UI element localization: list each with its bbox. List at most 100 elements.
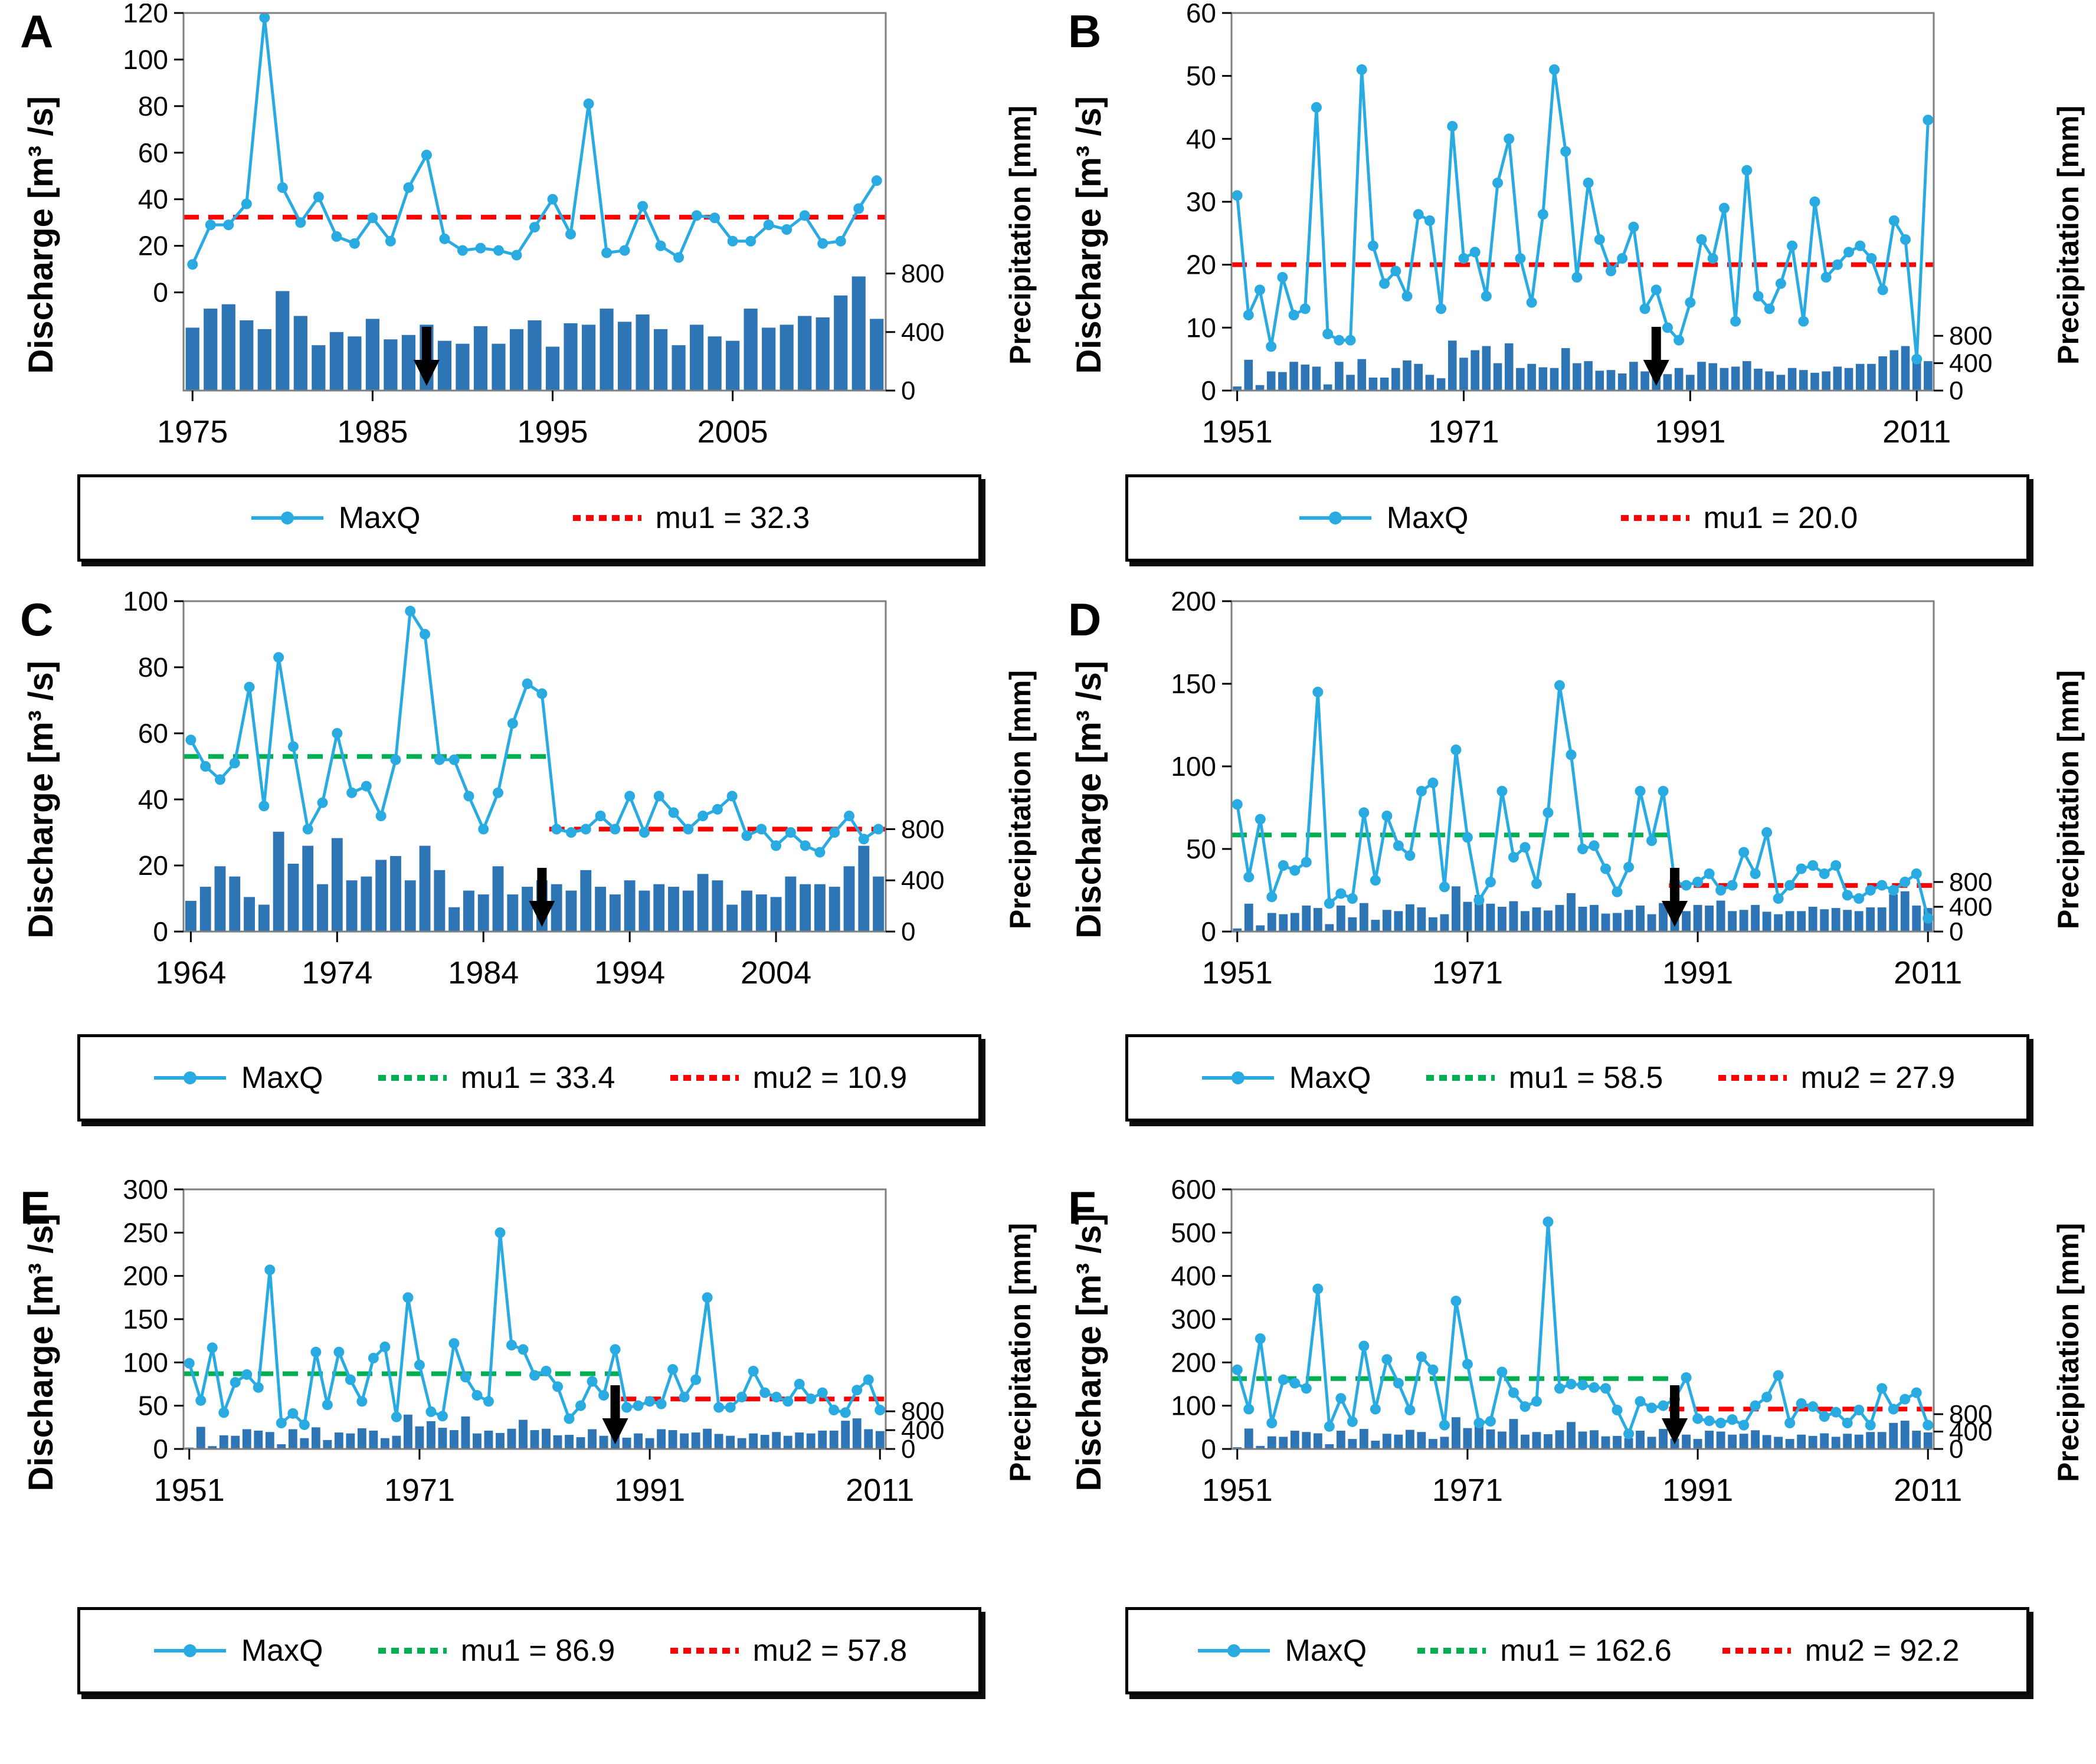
precip-bar bbox=[1244, 903, 1253, 932]
legend-box-c: MaxQ mu1 = 33.4 mu2 = 10.9 bbox=[77, 1034, 982, 1122]
maxq-point bbox=[1764, 303, 1775, 314]
plot-frame bbox=[182, 600, 887, 933]
precip-bar bbox=[760, 1435, 769, 1449]
maxq-point bbox=[1232, 799, 1243, 810]
maxq-point bbox=[522, 678, 533, 689]
precip-bar bbox=[576, 1437, 585, 1449]
x-tick-label: 2011 bbox=[846, 1473, 914, 1508]
precip-bar bbox=[755, 894, 767, 932]
precip-bar bbox=[1659, 903, 1668, 932]
maxq-point bbox=[725, 1402, 736, 1413]
precip-bar bbox=[1674, 368, 1684, 391]
maxq-point bbox=[1796, 863, 1807, 874]
maxq-point bbox=[1807, 860, 1819, 871]
y-right-tick-label: 800 bbox=[1949, 1400, 1992, 1429]
y-left-tick-label: 400 bbox=[1171, 1261, 1216, 1291]
maxq-point bbox=[1673, 335, 1685, 346]
maxq-point bbox=[1866, 253, 1877, 264]
maxq-point bbox=[1485, 877, 1496, 887]
precip-bar bbox=[1459, 358, 1468, 391]
x-tick-label: 2005 bbox=[697, 414, 768, 450]
precip-bar bbox=[473, 1433, 482, 1449]
precip-bar bbox=[551, 884, 562, 932]
y-right-tick-label: 400 bbox=[1949, 1418, 1992, 1447]
precip-bar bbox=[277, 1444, 286, 1449]
maxq-line bbox=[189, 609, 880, 854]
mu2-dash-swatch-icon bbox=[1722, 1648, 1791, 1654]
precip-bar bbox=[617, 322, 632, 391]
maxq-point bbox=[414, 1359, 425, 1370]
maxq-point bbox=[493, 245, 504, 256]
precip-bar bbox=[1302, 1432, 1311, 1449]
maxq-point bbox=[1820, 272, 1832, 283]
maxq-point bbox=[1796, 1398, 1807, 1409]
maxq-point bbox=[368, 1353, 379, 1363]
maxq-point bbox=[1379, 278, 1390, 289]
precip-bar bbox=[712, 880, 723, 932]
precip-bar bbox=[1900, 1421, 1910, 1449]
precip-bar bbox=[1578, 1431, 1587, 1449]
precip-bar bbox=[1912, 362, 1921, 391]
y-left-tick-label: 50 bbox=[1186, 61, 1216, 91]
maxq-point bbox=[434, 754, 445, 765]
precip-bar bbox=[1493, 363, 1502, 391]
maxq-point bbox=[1900, 234, 1911, 245]
maxq-point bbox=[529, 1370, 540, 1381]
precip-bar bbox=[450, 1430, 458, 1449]
maxq-point bbox=[1617, 253, 1628, 264]
maxq-point bbox=[805, 1393, 817, 1404]
legend-label-mu1: mu1 = 32.3 bbox=[655, 501, 810, 535]
discharge-axis-label: Discharge [m³ /s] bbox=[1063, 592, 1114, 1007]
y-right-tick-label: 800 bbox=[901, 815, 944, 844]
maxq-point bbox=[1704, 868, 1715, 879]
maxq-point bbox=[507, 718, 518, 729]
maxq-line-swatch-icon bbox=[153, 1644, 226, 1657]
precip-bar bbox=[1516, 368, 1525, 391]
y-left-tick-label: 60 bbox=[1186, 4, 1216, 28]
maxq-point bbox=[1537, 209, 1548, 220]
precip-bar bbox=[703, 1428, 712, 1449]
maxq-point bbox=[1439, 881, 1450, 893]
precip-bar bbox=[1774, 914, 1783, 932]
precip-bar bbox=[1567, 893, 1576, 932]
precip-bar bbox=[1613, 1435, 1622, 1449]
maxq-point bbox=[1600, 1383, 1612, 1394]
precip-bar bbox=[726, 904, 738, 932]
precip-bar bbox=[323, 1440, 332, 1449]
maxq-point bbox=[1473, 1418, 1485, 1428]
maxq-point bbox=[1623, 1428, 1635, 1440]
discharge-axis-label-text: Discharge [m³ /s] bbox=[1069, 1213, 1108, 1491]
precip-bar bbox=[1889, 350, 1899, 391]
panel-letter-e: E bbox=[20, 1182, 51, 1234]
maxq-point bbox=[709, 212, 720, 224]
maxq-point bbox=[587, 1376, 598, 1387]
precip-bar bbox=[1451, 1417, 1460, 1449]
precip-bar bbox=[806, 1433, 816, 1449]
y-left-tick-label: 600 bbox=[1171, 1180, 1216, 1205]
maxq-point bbox=[375, 811, 387, 821]
precip-bar bbox=[1521, 911, 1530, 932]
maxq-point bbox=[1911, 1387, 1922, 1398]
precip-bar bbox=[1878, 356, 1887, 391]
maxq-point bbox=[439, 233, 450, 244]
y-left-tick-label: 100 bbox=[123, 1347, 168, 1378]
maxq-point bbox=[478, 824, 489, 835]
maxq-point bbox=[741, 830, 752, 841]
maxq-point bbox=[624, 791, 636, 802]
legend-item-mu1: mu1 = 33.4 bbox=[377, 1060, 615, 1096]
precip-bar bbox=[553, 1435, 562, 1449]
maxq-point bbox=[1566, 749, 1577, 760]
precip-bar bbox=[1686, 375, 1695, 391]
maxq-point bbox=[1589, 1382, 1600, 1393]
maxq-point bbox=[1401, 291, 1413, 301]
maxq-point bbox=[425, 1406, 437, 1417]
maxq-point bbox=[1393, 1378, 1404, 1389]
x-tick-label: 1995 bbox=[517, 414, 588, 450]
plot-area-row: Discharge [m³ /s] 100 80 60 40 20 0 800 400 0 1964… bbox=[15, 592, 1043, 1007]
mu1-dash-swatch-icon bbox=[1417, 1648, 1486, 1654]
maxq-point bbox=[1784, 880, 1796, 891]
maxq-point bbox=[346, 787, 358, 798]
maxq-point bbox=[1324, 1421, 1335, 1432]
maxq-point bbox=[565, 827, 577, 838]
precip-bar bbox=[1256, 925, 1265, 932]
